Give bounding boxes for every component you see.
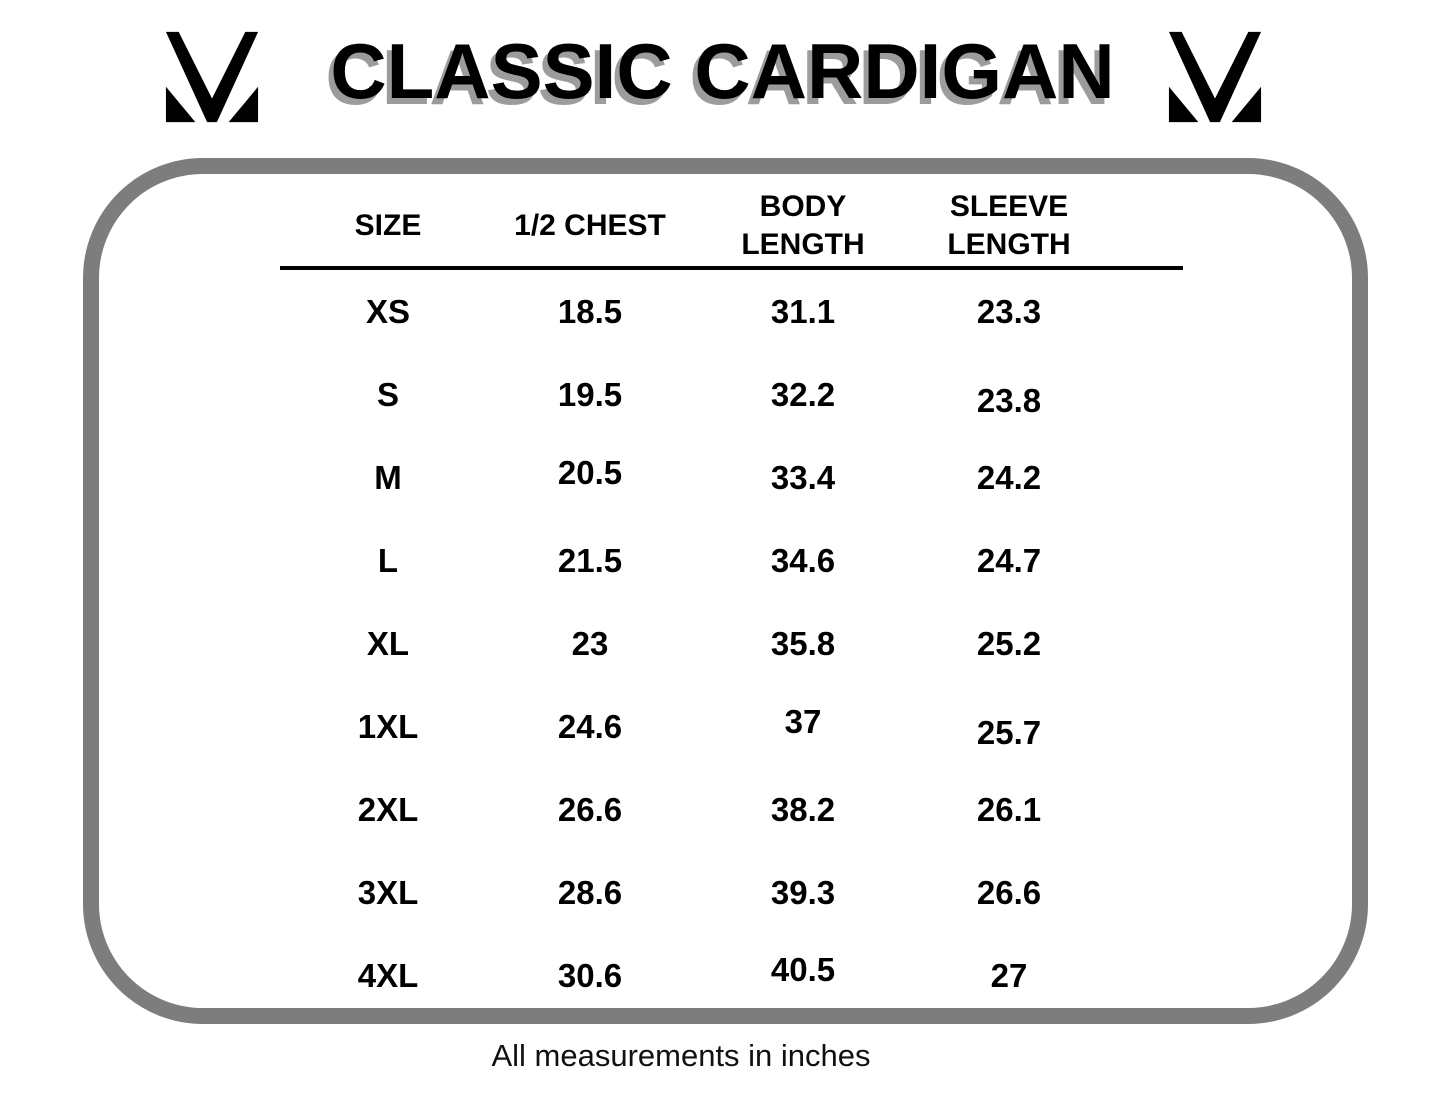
cell-body: 40.5 <box>770 950 836 988</box>
table-row-1xl: 1XL 24.6 37 25.7 <box>280 685 1183 768</box>
cell-size: XL <box>366 624 410 662</box>
cell-sleeve: 23.8 <box>976 381 1042 419</box>
cell-size: XS <box>365 292 411 330</box>
brand-m-logo-left <box>163 30 261 124</box>
cell-body: 34.6 <box>770 541 836 579</box>
cell-body: 38.2 <box>770 790 836 828</box>
column-header-body-length: BODY LENGTH <box>741 190 865 261</box>
cell-chest: 30.6 <box>557 956 623 994</box>
table-header-row: SIZE 1/2 CHEST BODY LENGTH SLEEVE LENGTH <box>280 186 1183 266</box>
cell-size: 4XL <box>357 956 419 994</box>
table-row-xl: XL 23 35.8 25.2 <box>280 602 1183 685</box>
cell-body: 31.1 <box>770 292 836 330</box>
cell-chest: 24.6 <box>557 707 623 745</box>
cell-body: 37 <box>784 702 822 740</box>
cell-size: 1XL <box>357 707 419 745</box>
cell-chest: 19.5 <box>557 375 623 413</box>
cell-body: 35.8 <box>770 624 836 662</box>
table-row-3xl: 3XL 28.6 39.3 26.6 <box>280 851 1183 934</box>
measurement-note: All measurements in inches <box>491 1038 871 1073</box>
column-header-sleeve-length: SLEEVE LENGTH <box>947 190 1071 261</box>
table-row-4xl: 4XL 30.6 40.5 27 <box>280 934 1183 1017</box>
cell-body: 32.2 <box>770 375 836 413</box>
column-header-size: SIZE <box>354 209 422 242</box>
cell-size: 3XL <box>357 873 419 911</box>
table-row-2xl: 2XL 26.6 38.2 26.1 <box>280 768 1183 851</box>
cell-sleeve: 24.2 <box>976 458 1042 496</box>
cell-sleeve: 25.7 <box>976 713 1042 751</box>
cell-chest: 20.5 <box>557 453 623 491</box>
cell-size: M <box>374 458 402 496</box>
cell-size: L <box>377 541 399 579</box>
cell-sleeve: 23.3 <box>976 292 1042 330</box>
column-header-half-chest: 1/2 CHEST <box>514 209 666 242</box>
m-logo-icon <box>1168 31 1262 123</box>
page-title: CLASSIC CARDIGAN <box>330 27 1115 115</box>
cell-chest: 26.6 <box>557 790 623 828</box>
cell-body: 33.4 <box>770 458 836 496</box>
cell-body: 39.3 <box>770 873 836 911</box>
header-divider <box>280 266 1183 270</box>
brand-m-logo-right <box>1166 30 1264 124</box>
table-row-l: L 21.5 34.6 24.7 <box>280 519 1183 602</box>
table-body: XS 18.5 31.1 23.3 S 19.5 32.2 23.8 M 20.… <box>280 270 1183 1017</box>
table-row-s: S 19.5 32.2 23.8 <box>280 353 1183 436</box>
cell-sleeve: 26.6 <box>976 873 1042 911</box>
cell-size: S <box>376 375 399 413</box>
cell-chest: 23 <box>571 624 609 662</box>
cell-sleeve: 26.1 <box>976 790 1042 828</box>
m-logo-icon <box>165 31 259 123</box>
size-table: SIZE 1/2 CHEST BODY LENGTH SLEEVE LENGTH… <box>280 186 1183 1017</box>
cell-size: 2XL <box>357 790 419 828</box>
cell-chest: 28.6 <box>557 873 623 911</box>
cell-sleeve: 27 <box>990 956 1028 994</box>
cell-sleeve: 24.7 <box>976 541 1042 579</box>
cell-chest: 18.5 <box>557 292 623 330</box>
chart-frame <box>83 158 1368 1024</box>
cell-chest: 21.5 <box>557 541 623 579</box>
cell-sleeve: 25.2 <box>976 624 1042 662</box>
table-row-xs: XS 18.5 31.1 23.3 <box>280 270 1183 353</box>
table-row-m: M 20.5 33.4 24.2 <box>280 436 1183 519</box>
